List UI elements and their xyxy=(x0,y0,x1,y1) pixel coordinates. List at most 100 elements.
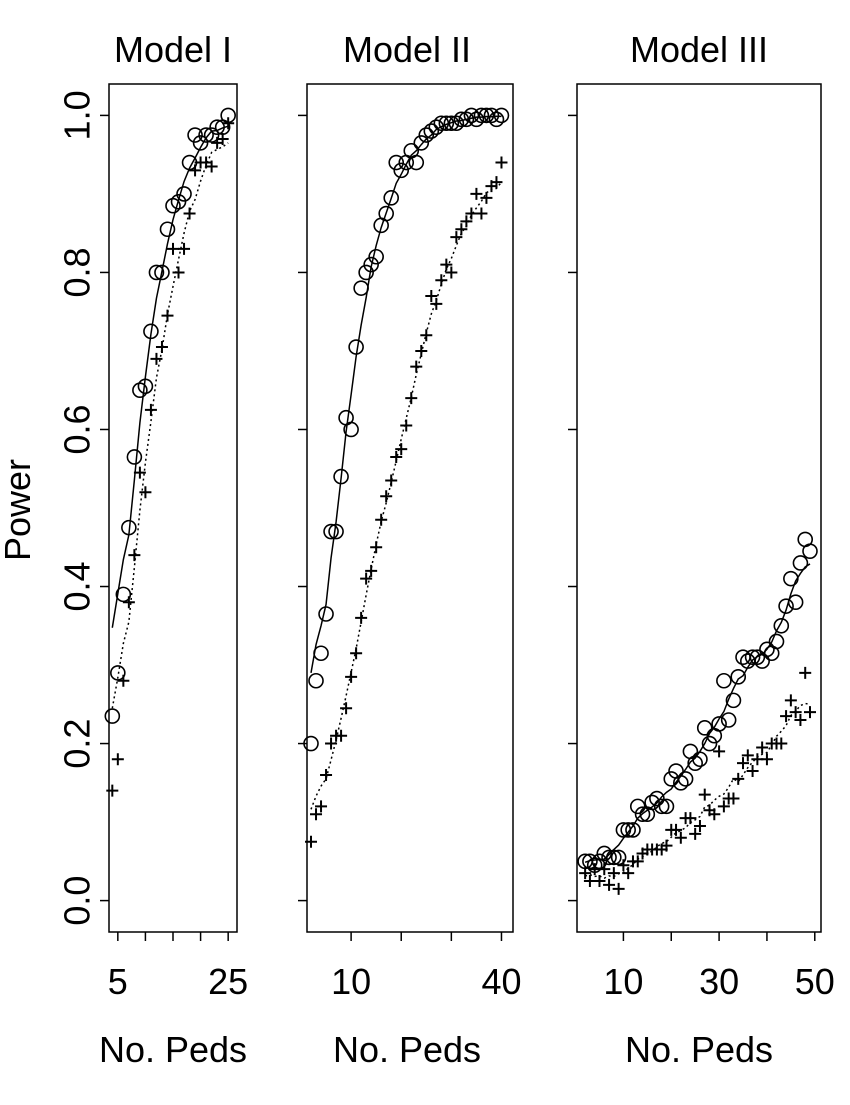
data-point-plus xyxy=(789,706,802,719)
data-point-circle xyxy=(187,127,203,143)
y-axis-label: Power xyxy=(0,459,38,561)
data-point-circle xyxy=(468,111,485,128)
data-point-circle xyxy=(137,378,154,395)
data-point-plus xyxy=(405,392,418,405)
data-point-plus xyxy=(340,702,353,715)
x-axis-label: No. Peds xyxy=(625,1029,773,1070)
data-point-circle xyxy=(209,119,225,135)
data-point-circle xyxy=(644,794,660,811)
data-point-plus xyxy=(222,117,235,130)
data-point-circle xyxy=(720,712,737,728)
y-tick-label: 0.4 xyxy=(57,561,98,611)
data-point-plus xyxy=(598,863,611,876)
data-point-circle xyxy=(363,256,379,273)
data-point-circle xyxy=(493,107,510,124)
data-point-plus xyxy=(732,772,745,785)
data-point-plus xyxy=(183,207,196,220)
y-axis xyxy=(568,114,577,902)
data-point-circle xyxy=(428,119,445,135)
data-point-plus xyxy=(325,737,338,750)
x-tick-label: 10 xyxy=(603,961,643,1002)
data-point-plus xyxy=(420,329,433,342)
data-point-plus xyxy=(684,812,697,825)
data-point-circle xyxy=(143,323,159,340)
data-point-circle xyxy=(453,111,470,128)
data-point-plus xyxy=(780,710,793,723)
data-point-circle xyxy=(478,107,495,124)
data-point-circle xyxy=(154,264,170,281)
y-tick-label: 0.0 xyxy=(57,876,98,926)
data-point-circle xyxy=(649,790,665,807)
data-point-plus xyxy=(737,757,750,770)
data-point-plus xyxy=(480,191,493,204)
data-point-circle xyxy=(744,649,761,665)
y-axis xyxy=(298,114,307,902)
data-point-circle xyxy=(393,162,410,179)
data-point-circle xyxy=(711,716,727,732)
data-point-circle xyxy=(787,594,804,611)
data-point-plus xyxy=(803,706,816,719)
data-point-plus xyxy=(395,443,408,456)
x-axis: 10 40 xyxy=(331,932,521,1002)
data-point-plus xyxy=(390,450,403,463)
panel-model-2: Model II 10 40 No. Peds xyxy=(298,29,521,1070)
data-point-plus xyxy=(799,666,812,679)
y-tick-label: 0.8 xyxy=(57,247,98,297)
data-point-circle xyxy=(606,849,622,866)
data-point-circle xyxy=(318,606,334,622)
data-point-circle xyxy=(343,421,359,438)
data-point-plus xyxy=(370,541,383,554)
data-point-plus xyxy=(475,207,488,220)
data-point-circle xyxy=(692,751,708,768)
y-tick-label: 1.0 xyxy=(57,90,98,140)
data-point-plus xyxy=(717,800,730,813)
x-tick-label: 10 xyxy=(331,961,371,1002)
data-point-circle xyxy=(333,468,349,485)
data-point-plus xyxy=(144,403,157,416)
data-point-plus xyxy=(490,176,503,189)
data-point-circle xyxy=(663,771,680,787)
data-point-plus xyxy=(435,274,448,287)
data-point-plus xyxy=(741,749,754,762)
panel-title: Model II xyxy=(343,29,471,70)
x-axis-label: No. Peds xyxy=(99,1029,247,1070)
data-point-plus xyxy=(380,490,393,503)
data-point-circle xyxy=(653,798,670,815)
data-point-circle xyxy=(463,107,480,124)
data-point-plus xyxy=(698,788,711,801)
data-point-circle xyxy=(768,633,785,650)
data-point-plus xyxy=(320,768,333,781)
data-point-plus xyxy=(305,835,318,848)
data-point-plus xyxy=(465,207,478,220)
data-point-plus xyxy=(612,882,625,895)
data-point-circle xyxy=(378,205,394,222)
data-point-plus xyxy=(122,596,135,609)
data-point-plus xyxy=(450,231,463,244)
data-point-circle xyxy=(759,641,775,658)
data-point-circle xyxy=(730,669,747,685)
data-point-circle xyxy=(308,672,324,689)
data-point-circle xyxy=(458,111,475,128)
data-point-circle xyxy=(170,193,187,210)
x-axis-label: No. Peds xyxy=(333,1029,481,1070)
data-point-plus xyxy=(670,823,683,836)
data-point-circle xyxy=(615,822,632,838)
data-point-plus xyxy=(425,290,438,302)
data-point-circle xyxy=(634,806,651,823)
y-axis: 0.0 0.2 0.4 0.6 0.8 1.0 xyxy=(57,90,109,926)
data-point-circle xyxy=(725,692,742,709)
data-point-plus xyxy=(360,572,373,585)
plot-frame xyxy=(576,83,822,933)
plot-area xyxy=(303,83,514,933)
data-point-circle xyxy=(353,280,369,296)
data-point-plus xyxy=(350,647,363,660)
plot-area xyxy=(104,83,238,933)
data-point-circle xyxy=(433,115,450,132)
x-tick-label: 50 xyxy=(795,961,835,1002)
x-axis: 10 30 50 xyxy=(603,932,835,1002)
data-point-circle xyxy=(159,221,176,238)
data-point-plus xyxy=(631,855,644,868)
data-point-circle xyxy=(368,248,384,265)
x-tick-label: 25 xyxy=(208,961,248,1002)
